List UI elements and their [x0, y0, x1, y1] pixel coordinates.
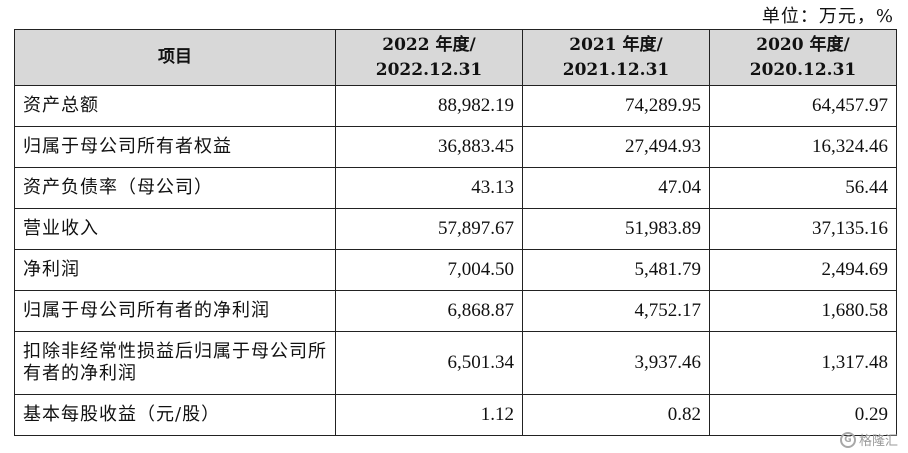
cell-value: 7,004.50 [335, 249, 523, 291]
cell-value: 4,752.17 [522, 290, 710, 332]
table-row: 基本每股收益（元/股） 1.12 0.82 0.29 [14, 394, 897, 436]
header-2020-year: 2020 年度/ [756, 34, 850, 55]
cell-value: 36,883.45 [335, 126, 523, 168]
watermark: G 格隆汇 [839, 430, 898, 449]
cell-value: 5,481.79 [522, 249, 710, 291]
cell-value: 27,494.93 [522, 126, 710, 168]
cell-value: 88,982.19 [335, 85, 523, 127]
cell-value: 6,501.34 [335, 331, 523, 395]
cell-value: 0.29 [709, 394, 897, 436]
table-header-row: 项目 2022 年度/ 2022.12.31 2021 年度/ 2021.12.… [14, 29, 897, 86]
cell-value: 1.12 [335, 394, 523, 436]
cell-value: 0.82 [522, 394, 710, 436]
table-row: 扣除非经常性损益后归属于母公司所有者的净利润 6,501.34 3,937.46… [14, 331, 897, 395]
row-label-debt-ratio: 资产负债率（母公司） [14, 167, 336, 209]
header-2020-date: 2020.12.31 [749, 59, 857, 80]
cell-value: 56.44 [709, 167, 897, 209]
header-item: 项目 [14, 29, 336, 86]
financial-summary-table: 项目 2022 年度/ 2022.12.31 2021 年度/ 2021.12.… [14, 29, 897, 436]
cell-value: 64,457.97 [709, 85, 897, 127]
row-label-parent-net-profit: 归属于母公司所有者的净利润 [14, 290, 336, 332]
table-row: 营业收入 57,897.67 51,983.89 37,135.16 [14, 208, 897, 250]
table-row: 净利润 7,004.50 5,481.79 2,494.69 [14, 249, 897, 291]
header-2022-year: 2022 年度/ [382, 34, 476, 55]
cell-value: 57,897.67 [335, 208, 523, 250]
cell-value: 16,324.46 [709, 126, 897, 168]
cell-value: 2,494.69 [709, 249, 897, 291]
header-2022: 2022 年度/ 2022.12.31 [335, 29, 523, 86]
row-label-net-profit: 净利润 [14, 249, 336, 291]
header-2020: 2020 年度/ 2020.12.31 [709, 29, 897, 86]
row-label-eps: 基本每股收益（元/股） [14, 394, 336, 436]
cell-value: 1,680.58 [709, 290, 897, 332]
gelonghui-logo-icon: G [839, 431, 856, 448]
watermark-text: 格隆汇 [858, 434, 898, 449]
cell-value: 37,135.16 [709, 208, 897, 250]
header-item-label: 项目 [158, 47, 192, 67]
cell-value: 74,289.95 [522, 85, 710, 127]
table-row: 资产负债率（母公司） 43.13 47.04 56.44 [14, 167, 897, 209]
cell-value: 6,868.87 [335, 290, 523, 332]
table-row: 归属于母公司所有者权益 36,883.45 27,494.93 16,324.4… [14, 126, 897, 168]
row-label-parent-equity: 归属于母公司所有者权益 [14, 126, 336, 168]
row-label-total-assets: 资产总额 [14, 85, 336, 127]
unit-label: 单位：万元，% [761, 6, 894, 27]
header-2021: 2021 年度/ 2021.12.31 [522, 29, 710, 86]
table-row: 归属于母公司所有者的净利润 6,868.87 4,752.17 1,680.58 [14, 290, 897, 332]
cell-value: 47.04 [522, 167, 710, 209]
cell-value: 3,937.46 [522, 331, 710, 395]
cell-value: 43.13 [335, 167, 523, 209]
row-label-adjusted-net-profit: 扣除非经常性损益后归属于母公司所有者的净利润 [14, 331, 336, 395]
header-2022-date: 2022.12.31 [375, 59, 483, 80]
header-2021-date: 2021.12.31 [562, 59, 670, 80]
cell-value: 1,317.48 [709, 331, 897, 395]
table-row: 资产总额 88,982.19 74,289.95 64,457.97 [14, 85, 897, 127]
row-label-revenue: 营业收入 [14, 208, 336, 250]
header-2021-year: 2021 年度/ [569, 34, 663, 55]
cell-value: 51,983.89 [522, 208, 710, 250]
